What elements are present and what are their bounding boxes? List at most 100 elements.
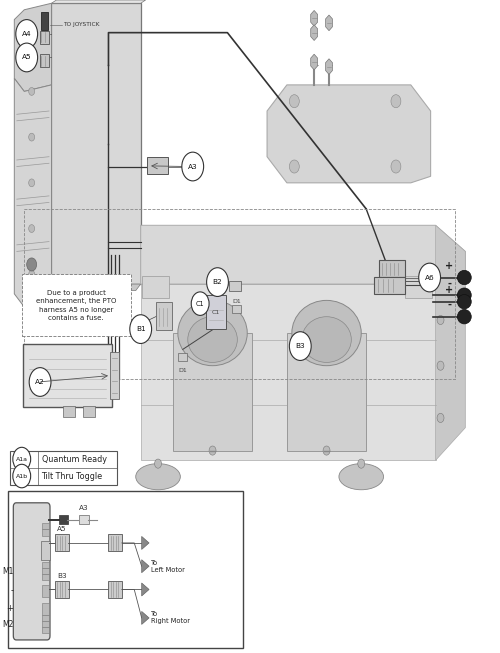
FancyBboxPatch shape: [22, 344, 112, 407]
Text: -: -: [448, 278, 452, 289]
Text: +: +: [446, 261, 454, 271]
Ellipse shape: [339, 464, 384, 490]
Text: Quantum Ready: Quantum Ready: [42, 454, 106, 464]
Text: -: -: [10, 586, 14, 596]
Text: A5: A5: [57, 526, 66, 532]
FancyBboxPatch shape: [110, 352, 119, 399]
Circle shape: [358, 459, 364, 468]
FancyBboxPatch shape: [178, 353, 188, 361]
Circle shape: [26, 258, 36, 271]
Polygon shape: [326, 15, 332, 31]
Ellipse shape: [292, 300, 361, 366]
Circle shape: [28, 179, 34, 187]
FancyBboxPatch shape: [232, 305, 241, 313]
Polygon shape: [140, 225, 466, 284]
Text: B3: B3: [57, 573, 66, 579]
Circle shape: [16, 43, 38, 72]
Text: A2: A2: [35, 379, 45, 385]
FancyBboxPatch shape: [42, 530, 50, 536]
FancyBboxPatch shape: [379, 260, 405, 277]
FancyBboxPatch shape: [55, 581, 69, 598]
Circle shape: [418, 263, 440, 292]
FancyBboxPatch shape: [83, 406, 95, 417]
Ellipse shape: [136, 464, 180, 490]
Text: D1: D1: [178, 368, 187, 374]
FancyBboxPatch shape: [108, 534, 122, 551]
Circle shape: [154, 459, 162, 468]
FancyBboxPatch shape: [156, 302, 172, 330]
Circle shape: [290, 332, 311, 360]
Polygon shape: [142, 560, 149, 573]
FancyBboxPatch shape: [42, 568, 50, 574]
FancyBboxPatch shape: [42, 627, 50, 633]
Polygon shape: [14, 3, 52, 91]
FancyBboxPatch shape: [59, 515, 68, 524]
Text: A3: A3: [188, 163, 198, 170]
Polygon shape: [142, 611, 149, 624]
Polygon shape: [436, 225, 466, 460]
Text: +: +: [6, 605, 14, 613]
Polygon shape: [52, 0, 146, 3]
Circle shape: [437, 315, 444, 325]
Polygon shape: [310, 10, 318, 26]
Polygon shape: [326, 59, 332, 74]
Ellipse shape: [188, 317, 238, 362]
FancyBboxPatch shape: [287, 333, 366, 451]
Circle shape: [13, 464, 30, 488]
FancyBboxPatch shape: [147, 157, 168, 174]
Text: B2: B2: [212, 279, 222, 285]
FancyBboxPatch shape: [374, 277, 405, 294]
FancyBboxPatch shape: [42, 603, 50, 614]
Text: B3: B3: [296, 343, 305, 349]
Text: A1b: A1b: [16, 473, 28, 479]
Text: A4: A4: [22, 31, 32, 37]
FancyBboxPatch shape: [14, 503, 50, 640]
Text: D1: D1: [232, 298, 240, 304]
Text: +: +: [446, 285, 454, 295]
Circle shape: [28, 133, 34, 141]
Text: A6: A6: [425, 274, 434, 281]
FancyBboxPatch shape: [108, 581, 122, 598]
FancyBboxPatch shape: [40, 31, 50, 44]
Ellipse shape: [458, 295, 471, 309]
Text: A5: A5: [22, 54, 32, 61]
FancyBboxPatch shape: [42, 562, 50, 568]
Circle shape: [290, 160, 300, 173]
FancyBboxPatch shape: [206, 295, 227, 329]
FancyBboxPatch shape: [64, 406, 76, 417]
Text: To
Left Motor: To Left Motor: [150, 560, 184, 573]
FancyBboxPatch shape: [42, 615, 50, 621]
Circle shape: [28, 88, 34, 95]
Text: M1: M1: [2, 567, 14, 576]
Circle shape: [13, 447, 30, 471]
Polygon shape: [140, 284, 436, 460]
FancyBboxPatch shape: [42, 621, 50, 627]
Polygon shape: [267, 85, 430, 183]
Polygon shape: [14, 78, 52, 307]
Circle shape: [29, 368, 51, 396]
Circle shape: [290, 95, 300, 108]
FancyBboxPatch shape: [10, 451, 117, 485]
FancyBboxPatch shape: [173, 333, 252, 451]
Text: To
Right Motor: To Right Motor: [150, 611, 190, 624]
Circle shape: [191, 292, 209, 315]
FancyBboxPatch shape: [211, 280, 221, 288]
FancyBboxPatch shape: [78, 515, 88, 524]
Circle shape: [28, 270, 34, 278]
Polygon shape: [52, 3, 141, 284]
FancyBboxPatch shape: [41, 12, 48, 30]
Circle shape: [182, 152, 204, 181]
FancyBboxPatch shape: [40, 541, 50, 560]
Circle shape: [130, 315, 152, 343]
Circle shape: [323, 446, 330, 455]
Ellipse shape: [458, 288, 471, 302]
Ellipse shape: [458, 310, 471, 324]
FancyBboxPatch shape: [42, 574, 50, 580]
Text: A3: A3: [79, 505, 88, 511]
Circle shape: [209, 446, 216, 455]
Circle shape: [391, 95, 401, 108]
Text: B1: B1: [136, 326, 145, 332]
FancyBboxPatch shape: [55, 534, 69, 551]
Ellipse shape: [458, 270, 471, 285]
Text: C1: C1: [212, 310, 220, 315]
